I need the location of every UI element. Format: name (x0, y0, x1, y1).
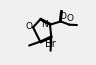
Text: O: O (66, 14, 73, 23)
Text: O: O (26, 22, 33, 31)
Text: Br: Br (45, 39, 56, 49)
Text: O: O (59, 12, 66, 21)
Text: N: N (41, 20, 48, 29)
